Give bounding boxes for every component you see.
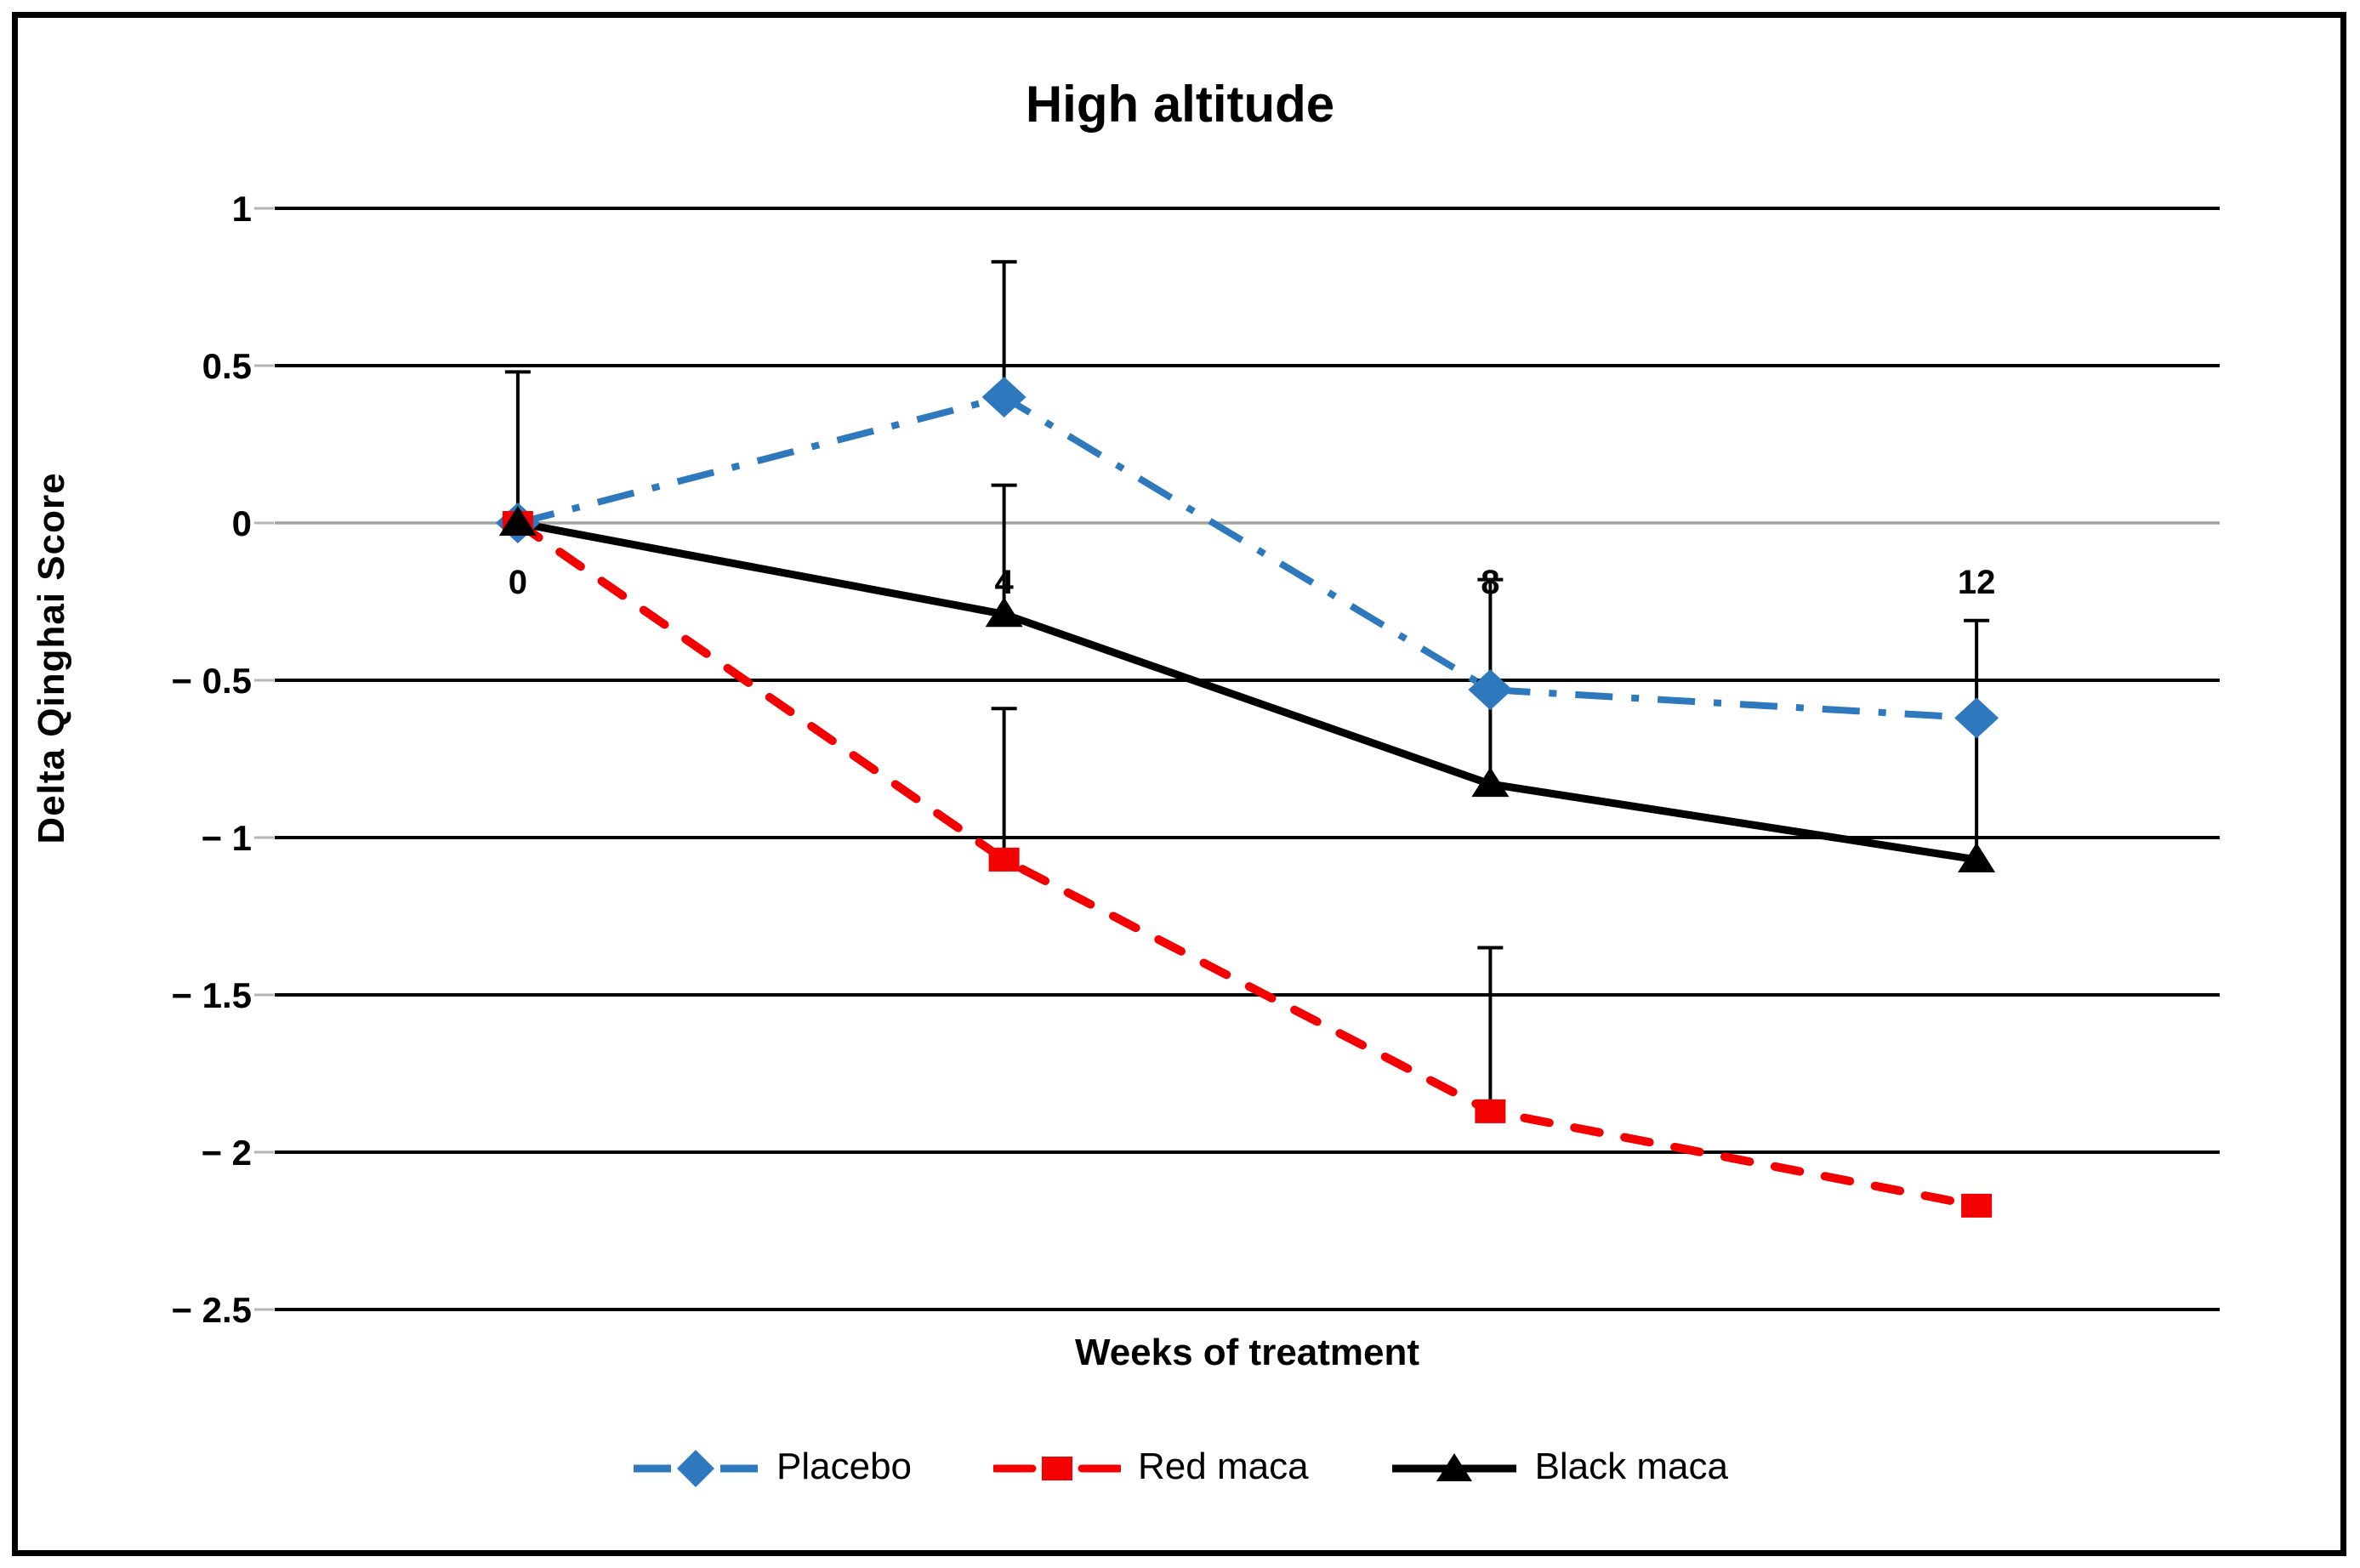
y-tick-label: − 2.5 <box>171 1290 252 1330</box>
marker-placebo-week8 <box>1468 669 1513 711</box>
chart-border <box>12 12 2346 1556</box>
marker-red-maca-week12 <box>1961 1193 1993 1218</box>
y-tick-label: − 0.5 <box>171 661 252 701</box>
marker-placebo-week4 <box>981 377 1026 418</box>
x-tick-label-week8: 8 <box>1481 564 1499 601</box>
x-tick-label-week4: 4 <box>995 564 1015 601</box>
legend-swatch-diamond-icon <box>634 1450 758 1487</box>
marker-red-maca-week4 <box>988 847 1020 872</box>
series-line-red-maca <box>513 519 1982 1210</box>
marker-placebo-week12 <box>1954 697 1999 739</box>
marker-red-maca-week8 <box>1475 1099 1506 1123</box>
legend-item-black-maca: Black maca <box>1390 1446 1728 1488</box>
legend: Placebo Red maca Black maca <box>0 1446 2360 1488</box>
marker-black-maca-week12 <box>1958 842 1996 872</box>
x-tick-label-week0: 0 <box>509 564 527 601</box>
y-tick-label: 1 <box>232 189 252 229</box>
legend-label: Placebo <box>776 1446 913 1487</box>
chart-title: High altitude <box>1025 76 1335 133</box>
series-line-black-maca <box>517 519 1977 864</box>
y-tick-label: 0.5 <box>202 346 252 386</box>
y-tick-label: − 2 <box>201 1133 252 1173</box>
legend-swatch-triangle-icon <box>1391 1453 1516 1481</box>
y-tick-label: 0 <box>232 503 252 543</box>
marker-black-maca-week0 <box>498 506 537 536</box>
legend-label: Red maca <box>1138 1446 1309 1487</box>
legend-item-placebo: Placebo <box>632 1446 912 1488</box>
legend-label: Black maca <box>1534 1446 1728 1487</box>
x-tick-label-week12: 12 <box>1958 564 1996 601</box>
y-tick-label: − 1.5 <box>171 975 252 1015</box>
series-line-placebo <box>516 393 1977 722</box>
marker-black-maca-week4 <box>985 597 1023 628</box>
x-axis-title: Weeks of treatment <box>1074 1332 1420 1373</box>
legend-item-red-maca: Red maca <box>993 1446 1309 1488</box>
marker-black-maca-week8 <box>1471 767 1510 798</box>
y-tick-label: − 1 <box>201 818 252 858</box>
legend-swatch-square-icon <box>993 1457 1122 1480</box>
